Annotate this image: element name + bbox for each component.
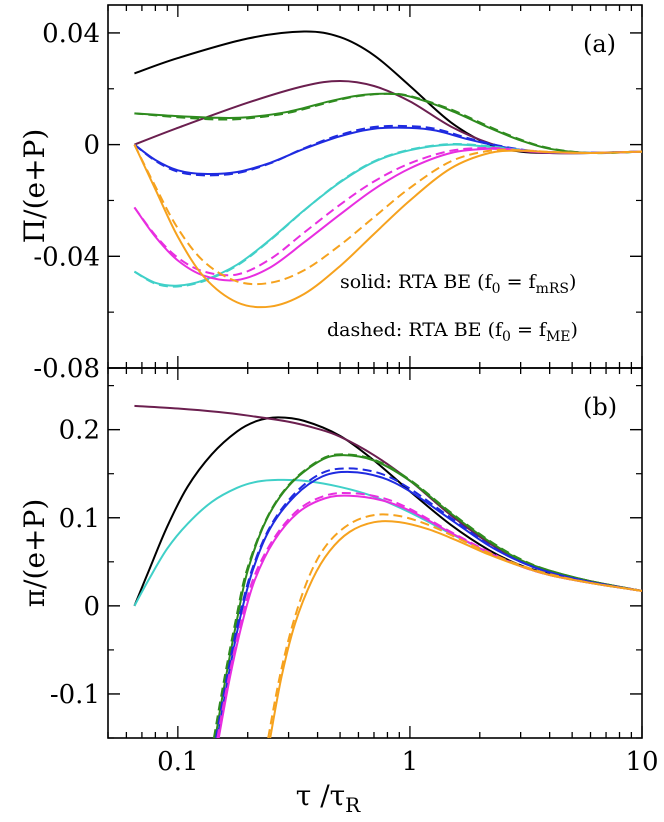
series-a-orange-dashed-line [133, 144, 642, 286]
solid-legend-label: solid: RTA BE (f0 = fmRS) [340, 271, 576, 297]
panel-a-frame [107, 4, 643, 369]
panel-a-ticks: 0.04 0 -0.04 -0.08 [33, 5, 643, 384]
series-b-magenta-solid-line [217, 494, 642, 738]
series-b-blue-solid-line [216, 470, 642, 738]
series-a-black-solid-line [134, 30, 642, 155]
panel-a: 0.04 0 -0.04 -0.08 (a) Π/(e+P) solid: RTA B… [18, 4, 643, 384]
ytick-label-b: 0.2 [59, 416, 100, 446]
series-a-cyan-dashed-line [133, 142, 642, 288]
series-a-cyan-solid-line [133, 143, 642, 287]
panel-b-ticks: 0.2 0.1 0 -0.1 [50, 368, 643, 739]
ytick-label-b: 0.1 [59, 504, 100, 534]
ytick-label-a: 0.04 [42, 19, 100, 49]
series-b-orange-dashed-line [267, 513, 642, 738]
panel-a-curves [133, 30, 642, 309]
panel-b: 0.2 0.1 0 -0.1 (b) π/(e+P) [18, 367, 643, 739]
series-b-orange-solid-line [269, 520, 642, 738]
panel-b-curves [133, 404, 642, 738]
panel-b-ylabel: π/(e+P) [18, 499, 51, 608]
ytick-label-a: -0.08 [33, 354, 100, 384]
x-axis: 0.1 1 10 [157, 747, 658, 777]
series-a-magenta-dashed-line [133, 146, 642, 277]
dashed-legend-label: dashed: RTA BE (f0 = fME) [327, 319, 578, 345]
series-a-green-dashed-line [134, 92, 642, 155]
ytick-label-b: 0 [83, 592, 100, 622]
xtick-label: 0.1 [157, 747, 198, 777]
ytick-label-a: 0 [83, 131, 100, 161]
series-b-blue-dashed-line [215, 467, 642, 738]
panel-a-ylabel: Π/(e+P) [18, 129, 51, 244]
series-a-magenta-solid-line [133, 147, 642, 282]
panel-b-frame [107, 367, 643, 739]
panel-a-tag: (a) [583, 30, 616, 58]
series-a-green-solid-line [134, 92, 642, 155]
series-b-purple-solid-line [134, 404, 642, 592]
xtick-label: 1 [402, 747, 419, 777]
x-axis-title: τ /τR [296, 779, 361, 817]
ytick-label-a: -0.04 [33, 242, 100, 272]
panel-b-tag: (b) [583, 393, 617, 421]
ytick-label-b: -0.1 [50, 680, 100, 710]
xtick-label: 10 [625, 747, 658, 777]
series-b-green-dashed-line [212, 453, 642, 738]
series-a-orange-solid-line [133, 144, 642, 309]
